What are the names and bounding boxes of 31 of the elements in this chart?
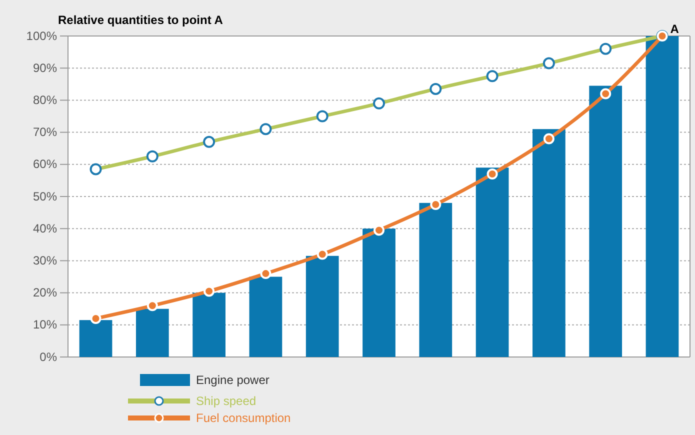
legend-label: Engine power (196, 373, 270, 387)
chart-title: Relative quantities to point A (58, 13, 224, 27)
bar (419, 202, 452, 357)
bar (136, 308, 169, 357)
y-tick-label: 90% (32, 60, 58, 75)
bar (306, 256, 339, 357)
y-tick-label: 70% (32, 125, 58, 140)
y-tick-label: 10% (32, 318, 58, 332)
y-tick-label: 100% (26, 28, 58, 43)
y-tick-label: 20% (32, 286, 58, 300)
bar (192, 292, 226, 357)
text: Fuel consumption (196, 411, 291, 425)
bar (362, 228, 396, 357)
bar (532, 129, 566, 357)
y-tick-label: 60% (32, 157, 58, 172)
point (543, 133, 554, 144)
point (430, 199, 442, 210)
y-tick-label: 0% (40, 350, 58, 364)
point (486, 168, 498, 180)
y-tick-label: 40% (32, 221, 58, 236)
y-tick-label: 80% (32, 93, 58, 108)
y-tick-label: 30% (32, 254, 58, 268)
bar (476, 168, 509, 357)
y-tick-label: 50% (32, 189, 58, 204)
bar (79, 320, 112, 357)
bar (646, 36, 679, 357)
bar (589, 86, 622, 357)
bar (249, 276, 282, 357)
text: Ship speed (196, 394, 256, 408)
annotation: A (670, 22, 680, 36)
point (600, 88, 612, 100)
